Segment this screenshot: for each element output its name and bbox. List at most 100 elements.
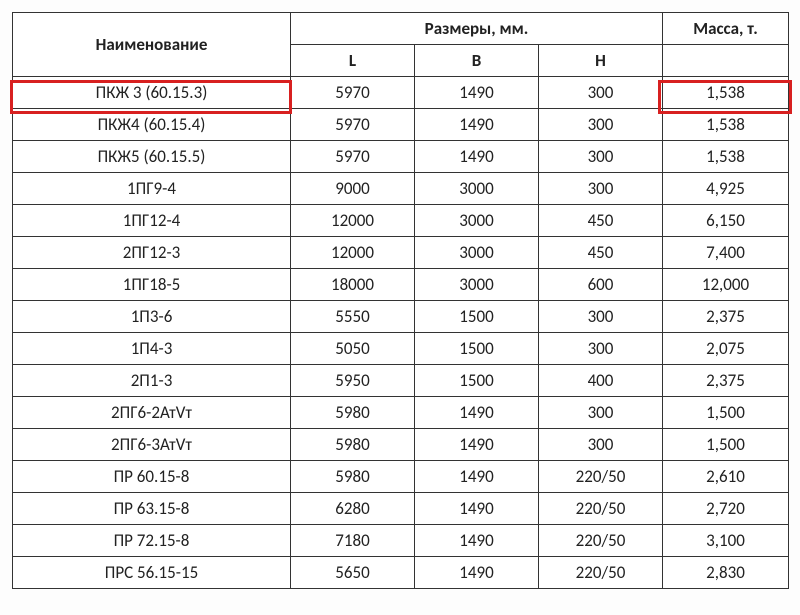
cell-B: 1490	[415, 461, 539, 493]
cell-name: 1ПГ18-5	[13, 269, 291, 301]
table-row: ПКЖ4 (60.15.4)597014903001,538	[13, 109, 789, 141]
cell-H: 220/50	[539, 493, 663, 525]
col-header-l: L	[291, 45, 415, 77]
table-row: 1П3-6555015003002,375	[13, 301, 789, 333]
cell-L: 5970	[291, 141, 415, 173]
table-row: 2ПГ6-2АтVт598014903001,500	[13, 397, 789, 429]
table-row: 2ПГ12-31200030004507,400	[13, 237, 789, 269]
cell-H: 300	[539, 173, 663, 205]
cell-B: 1490	[415, 141, 539, 173]
cell-mass: 1,500	[663, 397, 789, 429]
cell-name: 2ПГ6-2АтVт	[13, 397, 291, 429]
cell-mass: 7,400	[663, 237, 789, 269]
cell-name: ПКЖ 3 (60.15.3)	[13, 77, 291, 109]
cell-L: 5970	[291, 109, 415, 141]
cell-name: ПКЖ5 (60.15.5)	[13, 141, 291, 173]
spec-table: Наименование Размеры, мм. Масса, т. L B …	[12, 12, 789, 589]
cell-L: 5050	[291, 333, 415, 365]
table-row: 1ПГ12-41200030004506,150	[13, 205, 789, 237]
cell-name: ПР 60.15-8	[13, 461, 291, 493]
cell-H: 600	[539, 269, 663, 301]
cell-mass: 1,538	[663, 141, 789, 173]
cell-name: ПРС 56.15-15	[13, 557, 291, 589]
cell-H: 220/50	[539, 557, 663, 589]
cell-L: 18000	[291, 269, 415, 301]
table-row: 1П4-3505015003002,075	[13, 333, 789, 365]
cell-L: 5980	[291, 429, 415, 461]
cell-L: 12000	[291, 237, 415, 269]
cell-H: 300	[539, 333, 663, 365]
col-header-mass-blank	[663, 45, 789, 77]
cell-name: ПР 63.15-8	[13, 493, 291, 525]
cell-mass: 1,538	[663, 109, 789, 141]
cell-name: 1П3-6	[13, 301, 291, 333]
cell-name: 2П1-3	[13, 365, 291, 397]
cell-B: 1490	[415, 397, 539, 429]
cell-L: 9000	[291, 173, 415, 205]
cell-name: 2ПГ6-3АтVт	[13, 429, 291, 461]
col-header-h: H	[539, 45, 663, 77]
cell-L: 5650	[291, 557, 415, 589]
col-header-b: B	[415, 45, 539, 77]
cell-L: 5980	[291, 461, 415, 493]
cell-H: 300	[539, 301, 663, 333]
cell-H: 300	[539, 77, 663, 109]
cell-mass: 2,720	[663, 493, 789, 525]
table-row: ПРС 56.15-1556501490220/502,830	[13, 557, 789, 589]
cell-B: 1490	[415, 525, 539, 557]
cell-B: 1490	[415, 429, 539, 461]
cell-mass: 2,075	[663, 333, 789, 365]
cell-H: 300	[539, 109, 663, 141]
cell-B: 1490	[415, 77, 539, 109]
cell-H: 220/50	[539, 525, 663, 557]
table-row: ПКЖ 3 (60.15.3)597014903001,538	[13, 77, 789, 109]
cell-H: 300	[539, 141, 663, 173]
cell-H: 300	[539, 429, 663, 461]
cell-mass: 6,150	[663, 205, 789, 237]
cell-mass: 1,500	[663, 429, 789, 461]
cell-L: 5980	[291, 397, 415, 429]
cell-B: 3000	[415, 269, 539, 301]
cell-mass: 2,830	[663, 557, 789, 589]
cell-B: 1500	[415, 301, 539, 333]
cell-L: 6280	[291, 493, 415, 525]
cell-L: 7180	[291, 525, 415, 557]
cell-name: 1П4-3	[13, 333, 291, 365]
cell-B: 1490	[415, 493, 539, 525]
table-row: 1ПГ18-518000300060012,000	[13, 269, 789, 301]
table-body: ПКЖ 3 (60.15.3)597014903001,538ПКЖ4 (60.…	[13, 77, 789, 589]
cell-L: 5950	[291, 365, 415, 397]
cell-mass: 4,925	[663, 173, 789, 205]
cell-name: ПКЖ4 (60.15.4)	[13, 109, 291, 141]
cell-L: 5970	[291, 77, 415, 109]
cell-mass: 3,100	[663, 525, 789, 557]
cell-mass: 12,000	[663, 269, 789, 301]
table-row: 1ПГ9-4900030003004,925	[13, 173, 789, 205]
cell-L: 12000	[291, 205, 415, 237]
col-header-mass: Масса, т.	[663, 13, 789, 45]
table-row: 2П1-3595015004002,375	[13, 365, 789, 397]
cell-B: 3000	[415, 237, 539, 269]
cell-B: 1490	[415, 557, 539, 589]
col-header-name: Наименование	[13, 13, 291, 77]
cell-name: 2ПГ12-3	[13, 237, 291, 269]
cell-B: 1490	[415, 109, 539, 141]
cell-H: 400	[539, 365, 663, 397]
cell-H: 450	[539, 205, 663, 237]
cell-B: 3000	[415, 205, 539, 237]
table-row: ПР 63.15-862801490220/502,720	[13, 493, 789, 525]
table-row: ПР 72.15-871801490220/503,100	[13, 525, 789, 557]
cell-mass: 1,538	[663, 77, 789, 109]
table-row: ПКЖ5 (60.15.5)597014903001,538	[13, 141, 789, 173]
cell-L: 5550	[291, 301, 415, 333]
cell-mass: 2,375	[663, 301, 789, 333]
table-row: 2ПГ6-3АтVт598014903001,500	[13, 429, 789, 461]
cell-mass: 2,375	[663, 365, 789, 397]
table-header: Наименование Размеры, мм. Масса, т. L B …	[13, 13, 789, 77]
cell-name: ПР 72.15-8	[13, 525, 291, 557]
cell-H: 300	[539, 397, 663, 429]
cell-H: 450	[539, 237, 663, 269]
cell-mass: 2,610	[663, 461, 789, 493]
cell-B: 1500	[415, 333, 539, 365]
col-header-dimensions: Размеры, мм.	[291, 13, 663, 45]
